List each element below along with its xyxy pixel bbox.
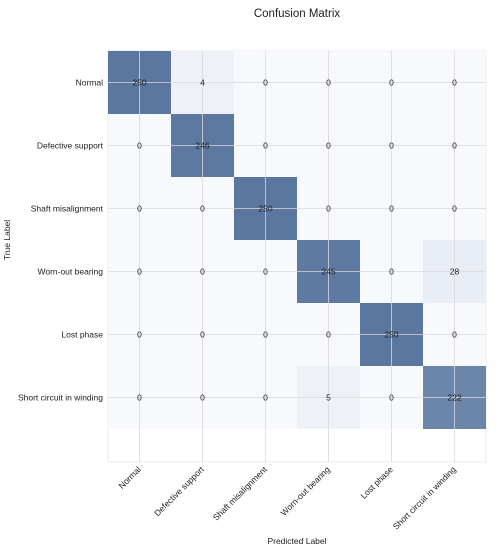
cell-value-label: 0 xyxy=(137,330,142,340)
cell-value-label: 0 xyxy=(263,330,268,340)
cell-value-label: 0 xyxy=(263,78,268,88)
cell-value-label: 0 xyxy=(137,267,142,277)
cell-value-label: 4 xyxy=(200,78,205,88)
cell-value-label: 0 xyxy=(326,78,331,88)
cell-value-label: 0 xyxy=(326,330,331,340)
y-tick-labels: Normal Defective support Shaft misalignmen… xyxy=(18,78,104,403)
cell-value-label: 0 xyxy=(452,204,457,214)
x-tick-label: Defective support xyxy=(152,464,206,518)
cell-value-label: 0 xyxy=(200,330,205,340)
gridlines xyxy=(108,51,486,462)
cell-value-label: 246 xyxy=(195,141,209,151)
plot-area: 250 4 0 0 0 0 0 246 0 0 0 0 0 0 250 0 0 0 0 0 0 245 0 28 0 0 0 0 250… xyxy=(18,50,487,532)
cell-value-label: 0 xyxy=(389,204,394,214)
x-axis-label: Predicted Label xyxy=(267,536,326,546)
x-tick-labels: Normal Defective support Shaft misalignmen… xyxy=(116,464,458,532)
x-tick-label: Short circuit in winding xyxy=(391,464,458,531)
y-tick-label: Normal xyxy=(76,78,104,88)
x-tick-label: Normal xyxy=(116,464,143,491)
cell-value-label: 0 xyxy=(326,141,331,151)
cell-value-label: 0 xyxy=(452,78,457,88)
x-tick-label: Lost phase xyxy=(358,464,395,501)
y-tick-label: Short circuit in winding xyxy=(18,393,103,403)
cell-value-label: 0 xyxy=(389,267,394,277)
cell-value-label: 222 xyxy=(447,393,461,403)
cell-value-label: 0 xyxy=(200,393,205,403)
cell-value-label: 0 xyxy=(389,141,394,151)
x-tick-label: Worn-out bearing xyxy=(279,464,333,518)
y-tick-label: Shaft misalignment xyxy=(31,204,104,214)
chart-title: Confusion Matrix xyxy=(254,8,341,20)
y-tick-label: Lost phase xyxy=(61,330,103,340)
y-axis-label: True Label xyxy=(2,220,12,260)
cell-value-label: 250 xyxy=(384,330,398,340)
cell-value-label: 245 xyxy=(321,267,335,277)
cell-value-label: 0 xyxy=(137,141,142,151)
cell-value-label: 28 xyxy=(450,267,460,277)
cell-value-label: 0 xyxy=(263,393,268,403)
cell-value-label: 0 xyxy=(389,393,394,403)
cell-value-label: 0 xyxy=(326,204,331,214)
cell-value-label: 250 xyxy=(132,78,146,88)
x-tick-label: Shaft misalignment xyxy=(211,464,270,523)
cell-value-label: 0 xyxy=(200,267,205,277)
cell-value-label: 0 xyxy=(452,330,457,340)
cell-value-label: 0 xyxy=(263,141,268,151)
heatmap-cells xyxy=(108,51,486,429)
cell-value-labels: 250 4 0 0 0 0 0 246 0 0 0 0 0 0 250 0 0 0 0 0 0 245 0 28 0 0 0 0 250… xyxy=(132,78,461,403)
cell-value-label: 0 xyxy=(263,267,268,277)
y-tick-label: Defective support xyxy=(37,141,104,151)
cell-value-label: 5 xyxy=(326,393,331,403)
y-tick-label: Worn-out bearing xyxy=(37,267,103,277)
cell-value-label: 0 xyxy=(389,78,394,88)
cell-value-label: 0 xyxy=(137,393,142,403)
cell-value-label: 0 xyxy=(200,204,205,214)
cell-value-label: 0 xyxy=(452,141,457,151)
cell-value-label: 250 xyxy=(258,204,272,214)
cell-value-label: 0 xyxy=(137,204,142,214)
